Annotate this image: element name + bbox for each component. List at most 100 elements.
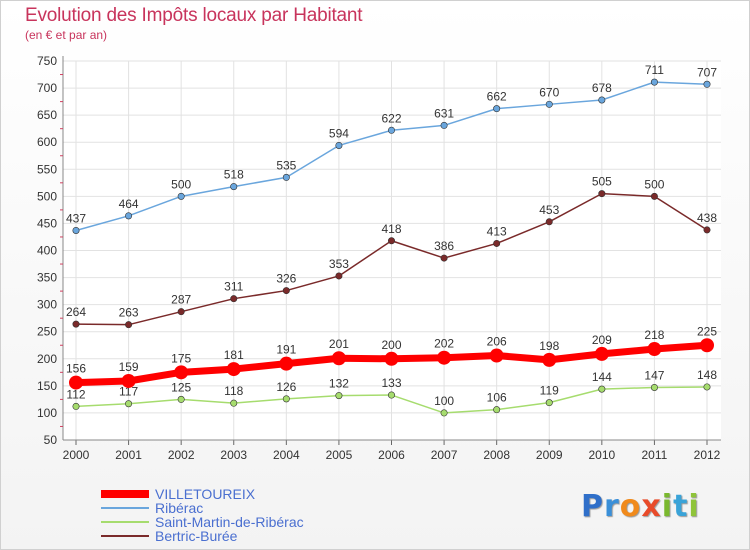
data-point	[226, 362, 241, 377]
data-label: 118	[224, 384, 243, 398]
x-tick-label: 2010	[588, 448, 615, 462]
data-point	[647, 342, 662, 357]
data-point	[493, 105, 501, 113]
data-point	[331, 351, 346, 366]
data-point	[598, 385, 606, 393]
data-point	[650, 78, 658, 86]
y-tick-label: 650	[37, 108, 57, 122]
data-point	[125, 321, 133, 329]
data-point	[279, 356, 294, 371]
y-tick-label: 350	[37, 271, 57, 285]
y-tick-label: 450	[37, 216, 57, 230]
y-tick-label: 250	[37, 325, 57, 339]
data-label: 386	[434, 239, 454, 253]
data-point	[489, 348, 504, 363]
data-point	[545, 218, 553, 226]
data-label: 264	[66, 305, 86, 319]
data-point	[437, 350, 452, 365]
data-point	[703, 383, 711, 391]
y-tick-label: 400	[37, 244, 57, 258]
data-point	[650, 383, 658, 391]
data-label: 670	[539, 85, 559, 99]
data-label: 100	[434, 394, 454, 408]
data-point	[72, 226, 80, 234]
data-point	[69, 375, 83, 390]
data-point	[230, 183, 238, 191]
x-tick-label: 2011	[642, 448, 668, 462]
y-tick-label: 100	[37, 406, 57, 420]
data-point	[121, 373, 136, 388]
data-label: 353	[329, 257, 349, 271]
data-point	[282, 395, 290, 403]
data-label: 311	[224, 280, 243, 294]
data-label: 156	[66, 362, 86, 376]
data-point	[384, 351, 399, 366]
y-tick-label: 300	[37, 298, 57, 312]
data-point	[703, 80, 711, 88]
data-point	[177, 308, 185, 316]
data-label: 148	[697, 368, 717, 382]
legend-item: VILLETOUREIX	[101, 486, 256, 502]
data-label: 418	[381, 222, 401, 236]
data-label: 622	[381, 111, 401, 125]
data-label: 225	[697, 324, 717, 338]
data-label: 678	[592, 81, 612, 95]
data-label: 117	[119, 385, 138, 399]
data-label: 126	[276, 380, 296, 394]
data-point	[440, 121, 448, 129]
data-point	[650, 192, 658, 200]
x-tick-label: 2002	[168, 448, 195, 462]
data-label: 181	[224, 348, 244, 362]
data-label: 662	[487, 90, 507, 104]
data-point	[125, 400, 133, 408]
data-label: 201	[329, 337, 349, 351]
legend-swatch	[101, 507, 149, 509]
data-label: 202	[434, 337, 454, 351]
data-label: 437	[66, 211, 86, 225]
data-point	[174, 365, 189, 380]
y-tick-label: 200	[37, 352, 57, 366]
data-label: 464	[119, 197, 139, 211]
legend-swatch	[101, 521, 149, 523]
legend-swatch	[101, 490, 149, 498]
data-label: 500	[171, 177, 191, 191]
x-tick-label: 2004	[273, 448, 300, 462]
data-label: 175	[171, 351, 191, 365]
data-label: 263	[119, 306, 139, 320]
data-point	[335, 141, 343, 149]
data-label: 413	[487, 224, 507, 238]
y-tick-label: 700	[37, 81, 57, 95]
x-tick-label: 2007	[431, 448, 458, 462]
data-label: 631	[434, 106, 454, 120]
logo-letter: t	[673, 489, 689, 524]
data-point	[545, 100, 553, 108]
x-tick-label: 2008	[483, 448, 510, 462]
data-label: 147	[644, 368, 664, 382]
chart-subtitle: (en € et par an)	[25, 28, 108, 42]
data-point	[387, 126, 395, 134]
data-label: 112	[66, 387, 85, 401]
y-tick-label: 500	[37, 189, 57, 203]
data-label: 106	[487, 391, 507, 405]
data-label: 218	[644, 328, 664, 342]
data-point	[598, 190, 606, 198]
legend-label: VILLETOUREIX	[155, 486, 256, 502]
data-label: 711	[645, 63, 664, 77]
data-point	[177, 192, 185, 200]
data-point	[230, 295, 238, 303]
data-label: 132	[329, 377, 349, 391]
logo-letter: r	[604, 489, 620, 524]
data-point	[594, 346, 609, 361]
data-label: 326	[276, 272, 296, 286]
y-tick-label: 750	[37, 54, 57, 68]
logo-letter: i	[661, 489, 674, 524]
data-point	[72, 402, 80, 410]
logo-letter: o	[619, 489, 642, 524]
legend-label: Bertric-Burée	[155, 528, 238, 544]
x-tick-label: 2001	[115, 448, 142, 462]
legend-item: Ribérac	[101, 500, 203, 516]
data-point	[440, 254, 448, 262]
data-point	[542, 352, 557, 367]
